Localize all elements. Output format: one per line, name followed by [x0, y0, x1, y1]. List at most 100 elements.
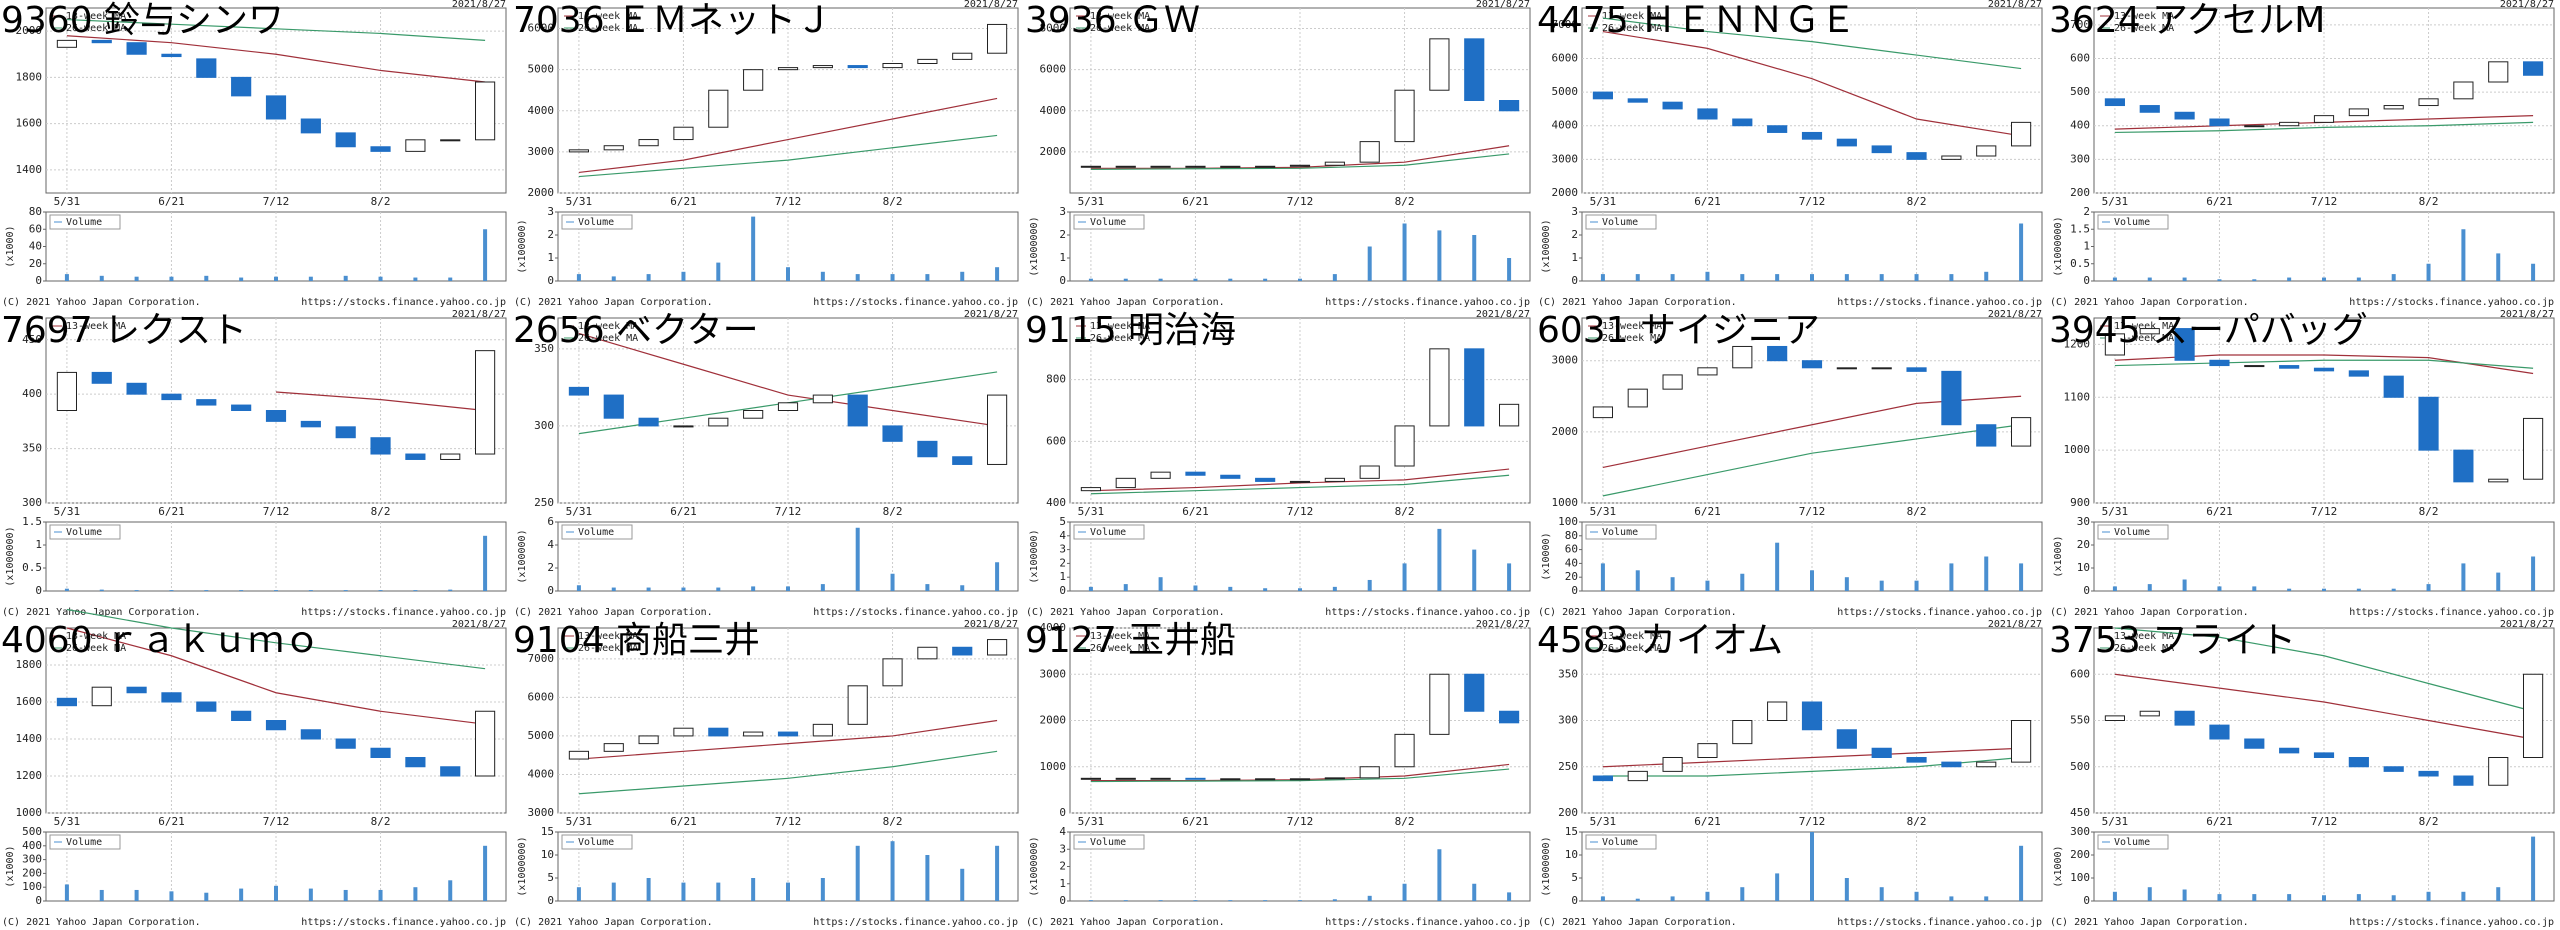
x-tick-label: 5/31	[2102, 815, 2129, 828]
legend-label: 26-week MA	[2114, 333, 2174, 344]
candle	[1429, 673, 1450, 735]
candle	[126, 382, 147, 395]
volume-legend-box	[1585, 214, 1657, 230]
volume-tick-label: 0	[35, 584, 42, 597]
volume-tick-label: 15	[541, 825, 554, 838]
volume-bar	[2531, 263, 2536, 281]
candle	[2313, 367, 2335, 372]
volume-bar	[1263, 278, 1268, 281]
candle	[987, 639, 1008, 656]
volume-tick-label: 20	[29, 257, 42, 270]
volume-bar	[1844, 577, 1849, 591]
volume-unit: (x1000000)	[2053, 216, 2064, 276]
candle	[2313, 115, 2335, 123]
volume-bar	[2182, 579, 2187, 591]
x-tick-label: 7/12	[1799, 195, 1826, 208]
x-tick-label: 7/12	[263, 505, 290, 518]
candle	[1080, 777, 1101, 780]
date: 2021/8/27	[1988, 309, 2042, 320]
candle	[161, 53, 182, 58]
x-tick-label: 8/2	[371, 505, 391, 518]
candle	[2139, 328, 2160, 335]
candle	[2488, 757, 2509, 786]
y-tick-label: 3000	[528, 806, 555, 819]
candle	[708, 727, 729, 737]
y-tick-label: 350	[22, 442, 42, 455]
volume-bar	[1158, 900, 1163, 901]
candle	[1289, 778, 1311, 781]
candle	[1627, 98, 1648, 103]
candle	[603, 394, 624, 419]
source: https://stocks.finance.yahoo.co.jp	[1837, 607, 2042, 618]
moving-average	[578, 332, 998, 427]
date: 2021/8/27	[964, 309, 1018, 320]
volume-tick-label: 0	[1571, 894, 1578, 907]
source: https://stocks.finance.yahoo.co.jp	[1325, 297, 1530, 308]
x-tick-label: 5/31	[1590, 505, 1617, 518]
candle	[196, 701, 217, 712]
y-tick-label: 0	[1059, 806, 1066, 819]
y-tick-label: 250	[1558, 760, 1578, 773]
copyright: (C) 2021 Yahoo Japan Corporation.	[2, 297, 201, 308]
volume-bar	[2426, 891, 2431, 901]
chart-title: 3936 ＧＷ	[1025, 0, 1200, 41]
copyright: (C) 2021 Yahoo Japan Corporation.	[1538, 607, 1737, 618]
candle	[743, 731, 764, 737]
legend-label: 13-week MA	[2114, 631, 2174, 642]
volume-bar	[1879, 274, 1884, 281]
y-tick-label: 1200	[16, 769, 43, 782]
volume-bar	[576, 585, 581, 591]
volume-bar	[1914, 274, 1919, 281]
candle	[91, 371, 112, 384]
candle	[440, 139, 461, 142]
moving-average	[1090, 468, 1510, 492]
volume-legend-label: Volume	[2114, 217, 2150, 228]
candle	[1767, 701, 1788, 721]
y-tick-label: 900	[2070, 496, 2090, 509]
volume-tick-label: 0	[35, 274, 42, 287]
volume-bar	[2531, 556, 2536, 591]
volume-tick-label: 5	[1571, 871, 1578, 884]
candle	[440, 453, 461, 460]
volume-unit: (x100000)	[517, 529, 528, 583]
x-tick-label: 8/2	[2419, 195, 2439, 208]
volume-bar	[274, 590, 278, 591]
moving-average	[66, 608, 486, 670]
volume-bar	[204, 892, 209, 901]
y-tick-label: 5000	[528, 63, 555, 76]
y-tick-label: 450	[22, 333, 42, 346]
volume-bar	[134, 590, 139, 591]
volume-bar	[1705, 580, 1710, 591]
candle	[2174, 710, 2195, 726]
y-tick-label: 5000	[1552, 85, 1579, 98]
volume-legend-label: Volume	[578, 217, 614, 228]
candle	[1394, 89, 1415, 143]
candle	[2104, 333, 2125, 356]
volume-bar	[99, 889, 104, 901]
volume-tick-label: 4	[547, 538, 554, 551]
volume-legend-label: Volume	[578, 527, 614, 538]
volume-unit: (x1000000)	[1029, 836, 1040, 896]
date: 2021/8/27	[1476, 0, 1530, 10]
volume-bar	[1332, 899, 1337, 901]
y-tick-label: 700	[2070, 18, 2090, 31]
volume-bar	[483, 535, 488, 591]
x-tick-label: 7/12	[2311, 505, 2338, 518]
volume-bar	[64, 274, 69, 281]
volume-unit: (x1000000)	[5, 526, 16, 586]
legend-label: 13-week MA	[66, 321, 126, 332]
y-tick-label: 1400	[16, 163, 43, 176]
volume-bar	[1298, 900, 1302, 901]
source: https://stocks.finance.yahoo.co.jp	[1325, 917, 1530, 928]
volume-bar	[1740, 274, 1745, 281]
y-tick-label: 500	[2070, 760, 2090, 773]
candle	[2209, 724, 2230, 740]
candle	[2279, 747, 2300, 754]
volume-bar	[1984, 556, 1989, 591]
volume-tick-label: 1	[35, 538, 42, 551]
moving-average	[1602, 424, 2022, 497]
candle	[196, 58, 217, 78]
x-tick-label: 5/31	[2102, 505, 2129, 518]
candle	[231, 76, 252, 97]
volume-unit: (x1000)	[2053, 845, 2064, 887]
